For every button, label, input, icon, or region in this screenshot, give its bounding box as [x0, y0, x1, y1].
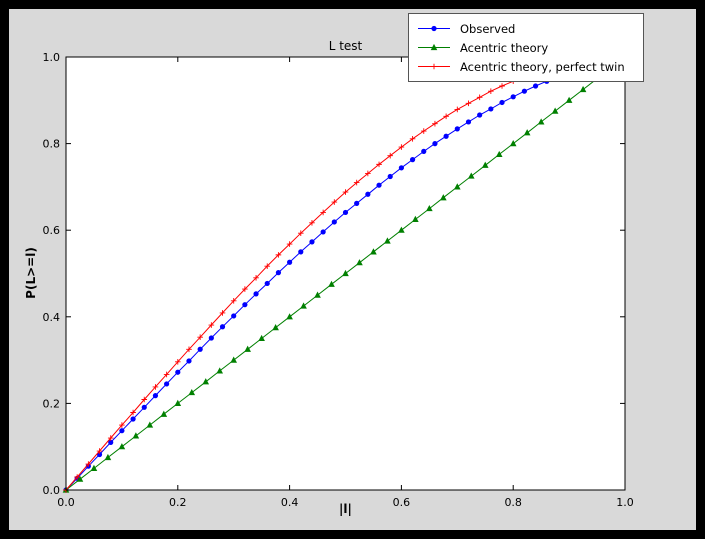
svg-text:0.6: 0.6 [43, 224, 61, 237]
legend-label-observed: Observed [460, 21, 516, 36]
svg-text:0.2: 0.2 [169, 496, 187, 509]
legend-label-acentric-theory: Acentric theory [460, 40, 549, 55]
legend: Observed Acentric theory Acentric theory… [408, 13, 644, 82]
svg-text:1.0: 1.0 [616, 496, 634, 509]
legend-sample-perfect-twin [418, 63, 450, 70]
x-axis-label: |l| [339, 502, 352, 516]
figure-background: 0.0 0.2 0.4 0.6 0.8 1.0 0.0 0.2 0.4 0.6 0.8 1.0 L t… [9, 9, 696, 530]
legend-sample-acentric-theory [418, 43, 450, 51]
svg-text:1.0: 1.0 [43, 51, 61, 64]
svg-text:0.4: 0.4 [281, 496, 299, 509]
legend-row-perfect-twin: Acentric theory, perfect twin [417, 57, 637, 76]
svg-text:0.8: 0.8 [43, 138, 61, 151]
svg-text:0.4: 0.4 [43, 311, 61, 324]
legend-sample-observed [418, 25, 450, 32]
y-axis-label: P(L>=l) [24, 247, 38, 299]
svg-text:0.2: 0.2 [43, 397, 61, 410]
svg-text:0.6: 0.6 [393, 496, 411, 509]
svg-text:0.0: 0.0 [57, 496, 75, 509]
chart-title: L test [328, 39, 363, 53]
legend-row-observed: Observed [417, 19, 637, 38]
svg-text:0.8: 0.8 [504, 496, 522, 509]
legend-row-acentric-theory: Acentric theory [417, 38, 637, 57]
plot-area: 0.0 0.2 0.4 0.6 0.8 1.0 0.0 0.2 0.4 0.6 0.8 1.0 [43, 51, 634, 509]
svg-text:0.0: 0.0 [43, 484, 61, 497]
legend-label-perfect-twin: Acentric theory, perfect twin [460, 59, 625, 74]
